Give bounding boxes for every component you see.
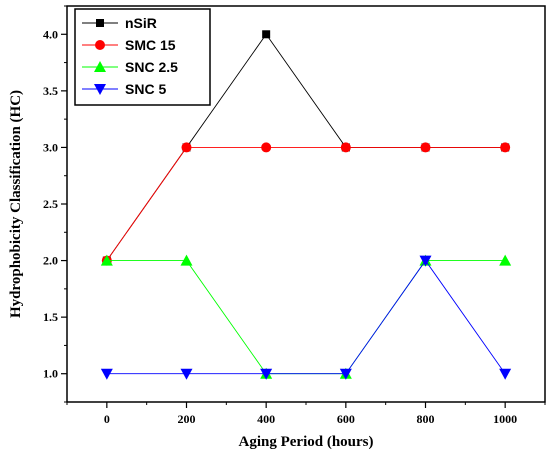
series-line: [106, 146, 506, 261]
legend-label: SNC 5: [125, 81, 166, 97]
data-point: [181, 142, 192, 153]
data-point: [500, 142, 511, 153]
series-snc-5: [100, 255, 512, 380]
data-point: [260, 368, 273, 380]
x-axis-ticks: 0 200 400 600 800 1000: [66, 402, 546, 426]
x-axis-title: Aging Period (hours): [239, 434, 374, 450]
legend-label: nSiR: [125, 15, 157, 31]
data-point: [499, 254, 512, 266]
y-tick-label: 2.5: [43, 197, 58, 211]
data-point: [419, 255, 432, 267]
legend-marker: [96, 19, 104, 27]
y-tick-label: 3.0: [43, 140, 58, 154]
x-tick-label: 400: [257, 412, 275, 426]
y-tick-label: 1.5: [43, 310, 58, 324]
series-line: [106, 259, 506, 375]
y-tick-label: 4.0: [43, 27, 58, 41]
x-tick-label: 200: [178, 412, 196, 426]
y-axis-title: Hydrophobicity Classification (HC): [8, 90, 24, 318]
data-point: [100, 368, 113, 380]
legend-item: SMC 15: [82, 37, 176, 53]
x-tick-label: 800: [417, 412, 435, 426]
data-point: [339, 368, 352, 380]
legend-item: nSiR: [82, 15, 157, 31]
legend-label: SMC 15: [125, 37, 176, 53]
x-tick-label: 0: [104, 412, 110, 426]
legend-label: SNC 2.5: [125, 59, 178, 75]
x-tick-label: 600: [337, 412, 355, 426]
legend-marker: [95, 40, 105, 50]
data-point: [261, 142, 272, 153]
y-axis-ticks: 1.0 1.5 2.0 2.5 3.0 3.5 4.0: [43, 5, 67, 403]
series-layer: [100, 30, 512, 380]
y-tick-label: 2.0: [43, 254, 58, 268]
data-point: [180, 254, 193, 266]
legend-item: SNC 2.5: [82, 59, 178, 75]
series-smc-15: [101, 142, 511, 266]
data-point: [180, 368, 193, 380]
x-tick-label: 1000: [493, 412, 517, 426]
series-line: [106, 260, 506, 375]
y-tick-label: 1.0: [43, 367, 58, 381]
legend-marker: [94, 84, 106, 95]
legend-marker: [94, 61, 106, 72]
series-snc-2-5: [100, 254, 512, 379]
data-point: [420, 142, 431, 153]
data-point: [499, 368, 512, 380]
data-point: [340, 142, 351, 153]
data-point: [100, 254, 113, 266]
legend-item: SNC 5: [82, 81, 166, 97]
y-tick-label: 3.5: [43, 84, 58, 98]
data-point: [262, 30, 271, 39]
legend: nSiR SMC 15 SNC 2.5 SNC 5: [74, 8, 211, 106]
